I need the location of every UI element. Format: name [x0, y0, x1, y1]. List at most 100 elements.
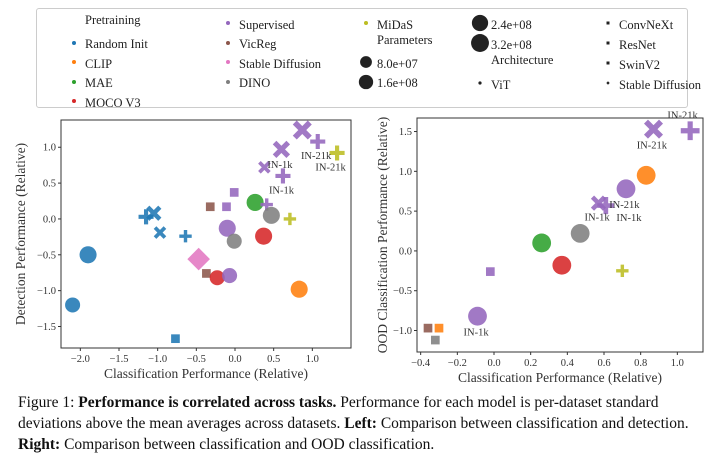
legend-item-label: 2.4e+08 [491, 17, 532, 32]
point-label: IN-1k [616, 213, 642, 224]
data-point-x [292, 120, 312, 140]
legend-item-label: Stable Diffusion [619, 77, 702, 92]
chart-right-ood: −0.4 −0.2 0.0 0.2 0.4 0.6 0.8 1.0 −1.0 −0.5 0.0 0.5… [375, 110, 704, 385]
legend-item-label: MOCO V3 [85, 95, 141, 110]
legend-item-marker [217, 33, 239, 57]
data-point-square [222, 202, 231, 212]
data-point-plus [275, 168, 291, 184]
legend-item-label: Pretraining [85, 13, 141, 27]
data-point-circle [246, 193, 264, 211]
data-point-square [171, 334, 180, 344]
data-point-circle [209, 270, 225, 286]
caption-bold: Performance is correlated across tasks. [78, 394, 337, 411]
y-tick-label: 1.0 [399, 167, 412, 178]
data-point-x [258, 161, 271, 174]
legend-item: Pretraining [63, 13, 141, 28]
legend-item-marker [597, 13, 619, 37]
legend-item-marker [469, 13, 491, 37]
data-point-circle [532, 233, 552, 253]
data-point-circle [636, 165, 656, 185]
legend-item-label: Random Init [85, 37, 148, 51]
x-tick-label: −0.5 [187, 354, 206, 365]
legend-item-marker [63, 91, 85, 115]
legend-item: MiDaS [355, 13, 413, 37]
point-label: IN-1k [464, 328, 490, 339]
legend-item-marker [355, 13, 377, 37]
figure-caption: Figure 1: Performance is correlated acro… [18, 392, 713, 455]
legend-item: Stable Diffusion [597, 73, 701, 97]
caption-text: Performance for each model is per-datase… [18, 394, 659, 432]
y-tick-label: −1.5 [37, 322, 56, 333]
legend-item-label: DINO [239, 76, 271, 90]
legend-item-marker [597, 73, 619, 97]
legend-item-marker [217, 52, 239, 76]
x-tick-label: 0.0 [228, 354, 241, 365]
legend-item: CLIP [63, 52, 112, 76]
x-tick-label: 1.0 [671, 358, 684, 369]
data-point-plus [283, 212, 297, 226]
legend-item: 3.2e+08 [469, 33, 532, 57]
legend-item-label: 3.2e+08 [491, 37, 532, 52]
x-tick-label: 0.2 [524, 358, 537, 369]
legend-item-label: Stable Diffusion [239, 56, 322, 71]
data-point-circle [570, 224, 590, 243]
legend-item-label: SwinV2 [619, 57, 660, 72]
x-tick-label: 0.6 [597, 358, 610, 369]
data-point-plus [329, 145, 345, 161]
legend-item-marker [63, 33, 85, 57]
caption-prefix: Figure 1: [18, 394, 79, 411]
legend-item-label: VicReg [239, 37, 277, 51]
legend-item: VicReg [217, 33, 276, 57]
point-label: IN-21k [667, 110, 698, 121]
data-point-circle [65, 297, 81, 313]
data-point-circle [255, 227, 273, 245]
point-label: IN-1k [585, 213, 611, 224]
legend-item-marker [597, 33, 619, 57]
y-tick-label: 1.0 [43, 143, 56, 154]
legend-item-label: ConvNeXt [619, 17, 674, 32]
legend-item-marker [469, 73, 491, 97]
y-tick-label: 0.5 [43, 179, 56, 190]
point-label: IN-21k [637, 141, 668, 152]
y-tick-label: 1.5 [399, 127, 412, 138]
legend-item-marker [217, 13, 239, 37]
legend-item: 8.0e+07 [355, 52, 418, 76]
data-point-square [423, 323, 433, 333]
point-label: IN-1k [267, 160, 293, 171]
legend-item: 2.4e+08 [469, 13, 532, 37]
data-point-diamond [187, 247, 210, 271]
y-tick-label: 0.0 [399, 246, 412, 257]
data-point-square [434, 323, 444, 333]
legend-item-label: MAE [85, 76, 113, 90]
legend-item: Random Init [63, 33, 148, 57]
legend-item-label: ResNet [619, 37, 656, 52]
data-point-plus [597, 197, 615, 215]
data-point-circle [218, 219, 236, 237]
x-tick-label: −0.2 [448, 358, 467, 369]
data-point-x [153, 226, 167, 239]
data-point-circle [552, 255, 572, 275]
data-point-circle [79, 246, 97, 264]
caption-bold: Right: [18, 436, 61, 453]
legend-item-marker [63, 52, 85, 76]
legend-item-label: 1.6e+08 [377, 76, 418, 90]
legend-item: Stable Diffusion [217, 52, 321, 76]
legend: Pretraining Random Init CLIP MAE MOCO V3 Supe… [36, 8, 701, 110]
caption-text: Comparison between classification and OO… [60, 436, 435, 453]
legend-item-label: Architecture [491, 53, 554, 67]
x-axis-label: Classification Performance (Relative) [104, 366, 308, 381]
legend-item-label: CLIP [85, 56, 113, 71]
x-tick-label: −0.4 [411, 358, 431, 369]
data-point-plus [680, 121, 700, 141]
y-tick-label: −1.0 [393, 326, 412, 337]
legend-item: SwinV2 [597, 53, 660, 77]
data-point-square [205, 202, 215, 212]
y-tick-label: 0.0 [43, 214, 56, 225]
x-tick-label: 0.4 [561, 358, 575, 369]
legend-item: ViT [469, 73, 510, 97]
data-point-circle [468, 306, 487, 326]
legend-item-marker [597, 53, 619, 77]
y-tick-label: −0.5 [393, 286, 412, 297]
data-point-plus [616, 264, 629, 278]
point-label: IN-21k [315, 163, 346, 174]
